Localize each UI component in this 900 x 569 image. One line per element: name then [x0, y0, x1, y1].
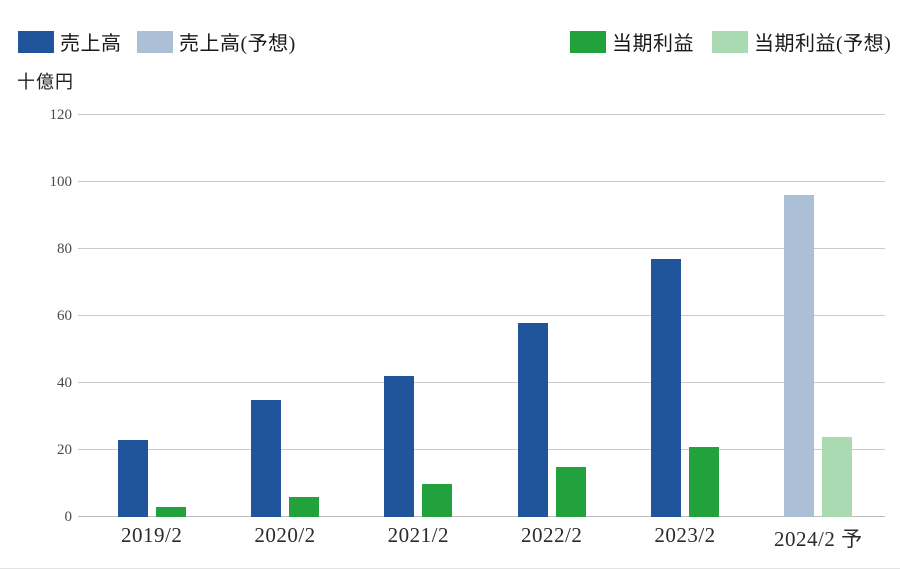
y-tick-label-40: 40: [57, 375, 72, 391]
gridline-y-120: [78, 114, 885, 115]
gridline-y-0: [78, 516, 885, 517]
bar-売上高-2023/2: [651, 259, 681, 517]
y-tick-label-0: 0: [64, 509, 73, 525]
legend-label-sales: 売上高: [60, 33, 122, 55]
legend: 売上高 売上高(予想) 当期利益 当期利益(予想): [0, 0, 900, 60]
legend-item-sales-forecast: 売上高(予想): [137, 27, 296, 56]
gridline-y-20: [78, 449, 885, 450]
bar-当期利益(予想)-2024/2 予: [822, 436, 853, 517]
x-axis-label-2022/2: 2022/2: [520, 523, 583, 547]
y-tick-label-60: 60: [57, 308, 72, 324]
x-axis-label-2023/2: 2023/2: [654, 523, 716, 547]
bar-売上高-2020/2: [251, 399, 281, 517]
sales-swatch: [18, 30, 54, 53]
legend-label-sales-forecast: 売上高(予想): [179, 33, 296, 55]
plot-area: [78, 114, 885, 517]
bar-売上高-2021/2: [384, 376, 415, 517]
bar-売上高-2019/2: [117, 439, 148, 517]
bar-当期利益-2021/2: [422, 483, 453, 517]
y-axis-unit-label: 十億円: [17, 72, 74, 92]
x-axis-label-2020/2: 2020/2: [254, 523, 316, 547]
y-tick-label-100: 100: [49, 174, 73, 190]
y-tick-label-80: 80: [57, 241, 72, 257]
legend-item-profit-forecast: 当期利益(予想): [712, 27, 891, 56]
bar-当期利益-2022/2: [555, 466, 586, 517]
gridline-y-100: [78, 181, 885, 182]
bar-当期利益-2020/2: [289, 496, 319, 517]
x-axis-label-2021/2: 2021/2: [387, 523, 449, 547]
bar-当期利益-2023/2: [689, 446, 719, 517]
gridline-y-60: [78, 315, 885, 316]
y-tick-label-20: 20: [57, 442, 72, 458]
legend-label-profit: 当期利益: [612, 33, 694, 55]
x-axis-label-2019/2: 2019/2: [120, 523, 183, 547]
profit-forecast-swatch: [712, 30, 748, 53]
legend-item-profit: 当期利益: [570, 27, 694, 56]
gridline-y-80: [78, 248, 885, 249]
legend-label-profit-forecast: 当期利益(予想): [754, 33, 892, 55]
y-tick-label-120: 120: [49, 107, 73, 123]
gridline-y-40: [78, 382, 885, 383]
profit-swatch: [570, 30, 606, 53]
bar-当期利益-2019/2: [155, 506, 186, 517]
legend-item-sales: 売上高: [18, 27, 122, 56]
sales-forecast-swatch: [137, 30, 173, 53]
x-axis-label-2024/2 予: 2024/2 予: [774, 527, 863, 551]
bar-売上高-2022/2: [517, 322, 548, 517]
bar-売上高(予想)-2024/2 予: [784, 195, 815, 517]
